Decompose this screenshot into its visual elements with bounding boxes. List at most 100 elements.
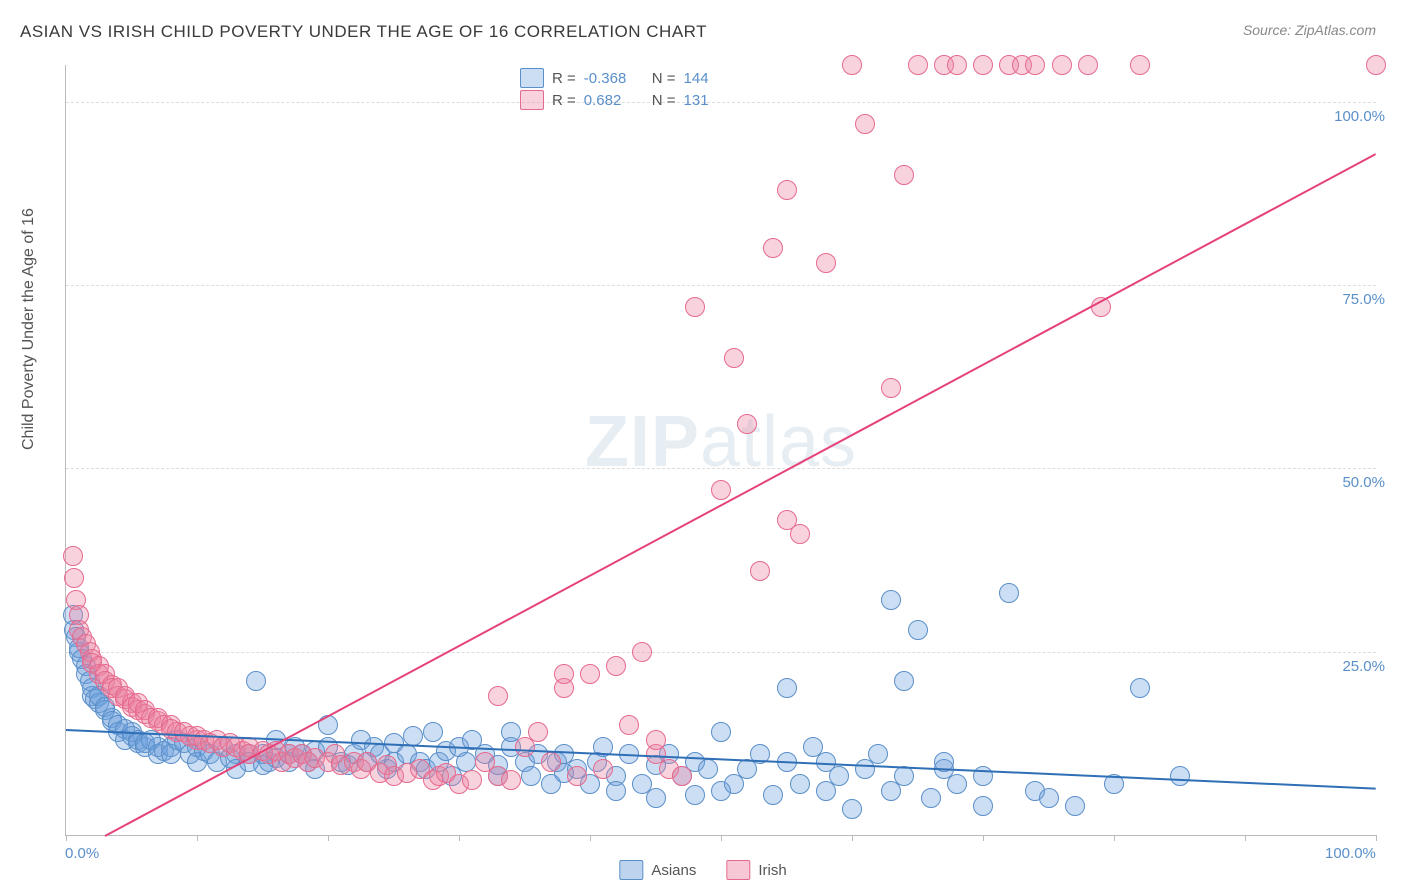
- data-point: [1130, 55, 1150, 75]
- legend-item: Irish: [726, 860, 786, 880]
- data-point: [1039, 788, 1059, 808]
- legend-swatch: [520, 68, 544, 88]
- x-tick: [852, 835, 853, 841]
- data-point: [855, 114, 875, 134]
- gridline: [66, 285, 1376, 286]
- data-point: [423, 722, 443, 742]
- legend-swatch: [726, 860, 750, 880]
- y-tick-label: 50.0%: [1315, 474, 1385, 491]
- data-point: [711, 480, 731, 500]
- data-point: [593, 759, 613, 779]
- r-label: R =: [552, 70, 576, 87]
- legend-label: Irish: [758, 862, 786, 879]
- watermark: ZIPatlas: [585, 401, 857, 483]
- legend-swatch: [619, 860, 643, 880]
- r-value: -0.368: [584, 70, 644, 87]
- plot-area: ZIPatlas: [65, 65, 1376, 836]
- data-point: [632, 642, 652, 662]
- gridline: [66, 468, 1376, 469]
- stats-legend-row: R = -0.368 N = 144: [520, 68, 744, 88]
- x-tick-label: 100.0%: [1325, 845, 1376, 862]
- n-value: 144: [684, 70, 744, 87]
- stats-legend: R =-0.368N =144R =0.682N =131: [520, 68, 744, 110]
- data-point: [1366, 55, 1386, 75]
- data-point: [842, 799, 862, 819]
- data-point: [246, 671, 266, 691]
- x-tick: [1245, 835, 1246, 841]
- x-tick: [1114, 835, 1115, 841]
- trend-line: [105, 153, 1377, 837]
- data-point: [777, 678, 797, 698]
- y-tick-label: 75.0%: [1315, 291, 1385, 308]
- data-point: [763, 238, 783, 258]
- y-tick-label: 25.0%: [1315, 658, 1385, 675]
- data-point: [750, 561, 770, 581]
- data-point: [646, 730, 666, 750]
- x-tick: [1376, 835, 1377, 841]
- data-point: [908, 620, 928, 640]
- r-value: 0.682: [584, 92, 644, 109]
- data-point: [521, 766, 541, 786]
- data-point: [606, 656, 626, 676]
- data-point: [698, 759, 718, 779]
- data-point: [456, 752, 476, 772]
- x-tick: [983, 835, 984, 841]
- data-point: [1130, 678, 1150, 698]
- data-point: [501, 770, 521, 790]
- x-tick: [66, 835, 67, 841]
- data-point: [567, 766, 587, 786]
- bottom-legend: Asians Irish: [619, 860, 786, 880]
- data-point: [973, 796, 993, 816]
- data-point: [554, 664, 574, 684]
- data-point: [829, 766, 849, 786]
- data-point: [921, 788, 941, 808]
- data-point: [528, 722, 548, 742]
- data-point: [711, 722, 731, 742]
- y-tick-label: 100.0%: [1315, 108, 1385, 125]
- data-point: [947, 774, 967, 794]
- data-point: [973, 55, 993, 75]
- data-point: [999, 583, 1019, 603]
- data-point: [868, 744, 888, 764]
- data-point: [894, 165, 914, 185]
- data-point: [646, 788, 666, 808]
- data-point: [685, 297, 705, 317]
- data-point: [894, 766, 914, 786]
- data-point: [724, 348, 744, 368]
- data-point: [1052, 55, 1072, 75]
- data-point: [881, 590, 901, 610]
- x-tick-label: 0.0%: [65, 845, 99, 862]
- data-point: [462, 770, 482, 790]
- chart-container: ASIAN VS IRISH CHILD POVERTY UNDER THE A…: [0, 0, 1406, 892]
- data-point: [881, 378, 901, 398]
- data-point: [908, 55, 928, 75]
- legend-swatch: [520, 90, 544, 110]
- data-point: [842, 55, 862, 75]
- data-point: [619, 715, 639, 735]
- data-point: [777, 180, 797, 200]
- gridline: [66, 652, 1376, 653]
- data-point: [1065, 796, 1085, 816]
- data-point: [606, 781, 626, 801]
- data-point: [894, 671, 914, 691]
- x-tick: [459, 835, 460, 841]
- data-point: [1170, 766, 1190, 786]
- data-point: [1078, 55, 1098, 75]
- legend-label: Asians: [651, 862, 696, 879]
- x-tick: [590, 835, 591, 841]
- legend-item: Asians: [619, 860, 696, 880]
- data-point: [580, 664, 600, 684]
- data-point: [947, 55, 967, 75]
- chart-title: ASIAN VS IRISH CHILD POVERTY UNDER THE A…: [20, 22, 707, 42]
- watermark-light: atlas: [700, 402, 857, 482]
- watermark-bold: ZIP: [585, 402, 700, 482]
- data-point: [1025, 55, 1045, 75]
- n-label: N =: [652, 70, 676, 87]
- n-label: N =: [652, 92, 676, 109]
- x-tick: [197, 835, 198, 841]
- data-point: [790, 774, 810, 794]
- data-point: [488, 686, 508, 706]
- x-tick: [328, 835, 329, 841]
- data-point: [672, 766, 692, 786]
- data-point: [403, 726, 423, 746]
